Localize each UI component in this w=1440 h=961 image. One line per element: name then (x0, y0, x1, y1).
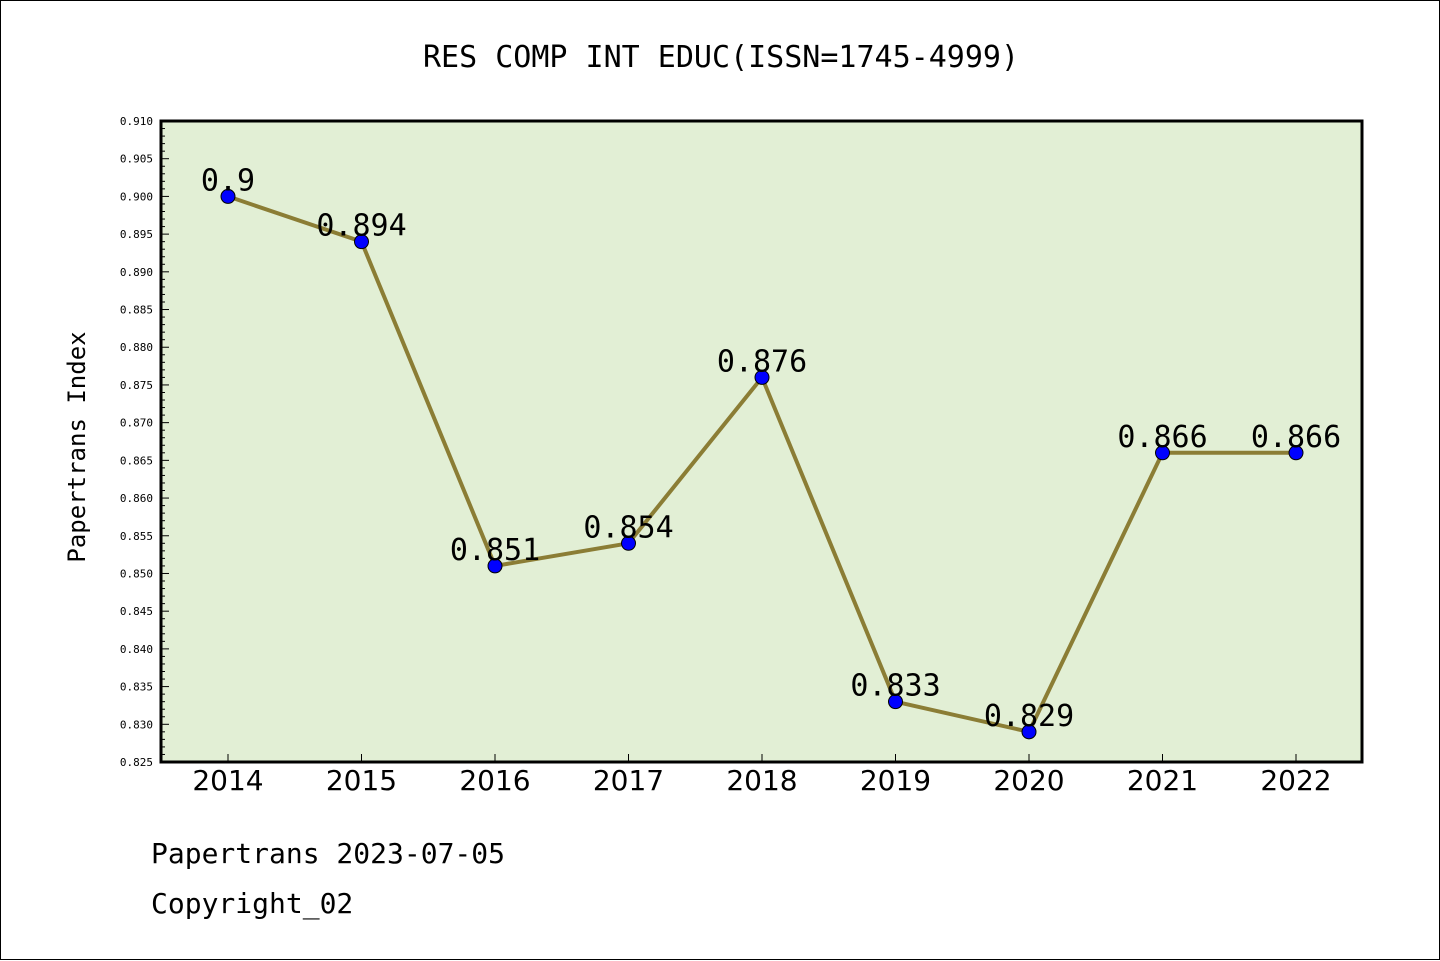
y-tick-label: 0.910 (120, 115, 153, 128)
y-tick-label: 0.840 (120, 643, 153, 656)
x-axis: 2014 2015 2016 2017 2018 2019 2020 2021 2022 (192, 754, 1332, 797)
x-tick-label: 2022 (1260, 764, 1331, 797)
x-tick-label: 2021 (1127, 764, 1198, 797)
x-tick-label: 2018 (726, 764, 797, 797)
footer-copyright: Copyright_02 (151, 887, 354, 920)
chart-title: RES COMP INT EDUC(ISSN=1745-4999) (423, 40, 1019, 75)
y-tick-label: 0.905 (120, 153, 153, 166)
y-tick-label: 0.900 (120, 190, 153, 203)
data-point (487, 558, 503, 574)
data-label: 0.854 (583, 510, 673, 545)
y-tick-label: 0.895 (120, 228, 153, 241)
data-point (1288, 445, 1304, 461)
data-point (888, 694, 903, 710)
y-tick-label: 0.880 (120, 341, 153, 354)
y-tick-label: 0.845 (120, 605, 153, 618)
y-tick-label: 0.870 (120, 417, 153, 430)
y-tick-label: 0.855 (120, 530, 153, 543)
y-tick-label: 0.885 (120, 304, 153, 317)
x-tick-label: 2014 (192, 764, 263, 797)
data-point (354, 234, 369, 250)
plot-area (159, 119, 1364, 764)
x-tick-label: 2017 (593, 764, 664, 797)
data-point (754, 369, 770, 385)
y-tick-label: 0.860 (120, 492, 153, 505)
x-tick-label: 2019 (860, 764, 931, 797)
y-tick-label: 0.830 (120, 718, 153, 731)
x-tick-label: 2020 (993, 764, 1064, 797)
y-axis: 0.825 0.830 0.835 0.840 0.845 0.850 0.855 0.860… (120, 115, 169, 769)
y-tick-label: 0.835 (120, 681, 153, 694)
series-0: 0.9 0.894 0.851 0.854 0.876 0.833 0.829 0.866 0.… (201, 163, 1341, 740)
data-label: 0.866 (1117, 420, 1207, 455)
data-label: 0.866 (1251, 420, 1341, 455)
data-point (621, 535, 636, 551)
data-label: 0.894 (316, 209, 406, 244)
data-label: 0.851 (450, 533, 540, 568)
data-point (220, 188, 236, 204)
y-tick-label: 0.890 (120, 266, 153, 279)
data-label: 0.9 (201, 163, 255, 198)
data-label: 0.876 (717, 344, 807, 379)
y-axis-label: Papertrans Index (63, 331, 91, 562)
data-point (1021, 724, 1037, 740)
data-label: 0.829 (984, 699, 1074, 734)
data-point (1155, 445, 1170, 461)
data-label: 0.833 (850, 669, 940, 704)
y-tick-label: 0.865 (120, 454, 153, 467)
y-tick-label: 0.875 (120, 379, 153, 392)
x-tick-label: 2016 (459, 764, 530, 797)
y-tick-label: 0.825 (120, 756, 153, 769)
x-tick-label: 2015 (326, 764, 397, 797)
footer-date: Papertrans 2023-07-05 (151, 837, 506, 870)
y-tick-label: 0.850 (120, 567, 153, 580)
